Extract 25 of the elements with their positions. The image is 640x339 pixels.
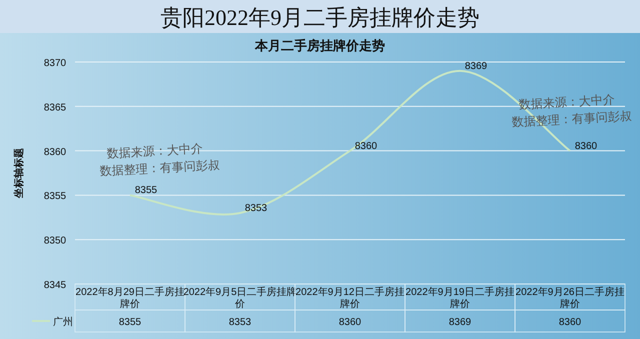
annotation: 8360: [574, 140, 598, 152]
y-axis-title: 坐标轴标题: [13, 148, 25, 199]
x-tick-label: 2022年9月19日二手房挂牌价: [406, 286, 514, 310]
data-label: 8355: [118, 317, 142, 328]
y-tick-label: 8355: [44, 191, 67, 202]
chart-subtitle: 本月二手房挂牌价走势: [254, 38, 385, 53]
data-label: 8360: [558, 317, 582, 328]
legend-label: 广州: [53, 316, 73, 328]
x-tick-label: 2022年8月29日二手房挂牌价: [76, 286, 184, 310]
y-tick-label: 8350: [44, 236, 67, 247]
y-tick-label: 8360: [44, 146, 67, 158]
annotation: 8360: [354, 140, 378, 152]
annotation: 8353: [244, 202, 268, 214]
y-tick-label: 8365: [44, 102, 67, 114]
annotation: 8369: [464, 60, 488, 72]
y-tick-label: 8370: [44, 58, 67, 69]
x-tick-label: 2022年9月5日二手房挂牌价: [183, 286, 297, 310]
chart-title: 贵阳2022年9月二手房挂牌价走势: [160, 5, 480, 30]
data-label: 8353: [228, 317, 252, 328]
data-label: 8369: [448, 317, 472, 328]
data-label: 8360: [338, 317, 362, 328]
y-tick-label: 8345: [44, 280, 67, 291]
annotation: 8355: [134, 185, 158, 196]
x-tick-label: 2022年9月12日二手房挂牌价: [296, 286, 404, 310]
x-tick-label: 2022年9月26日二手房挂牌价: [516, 286, 624, 310]
